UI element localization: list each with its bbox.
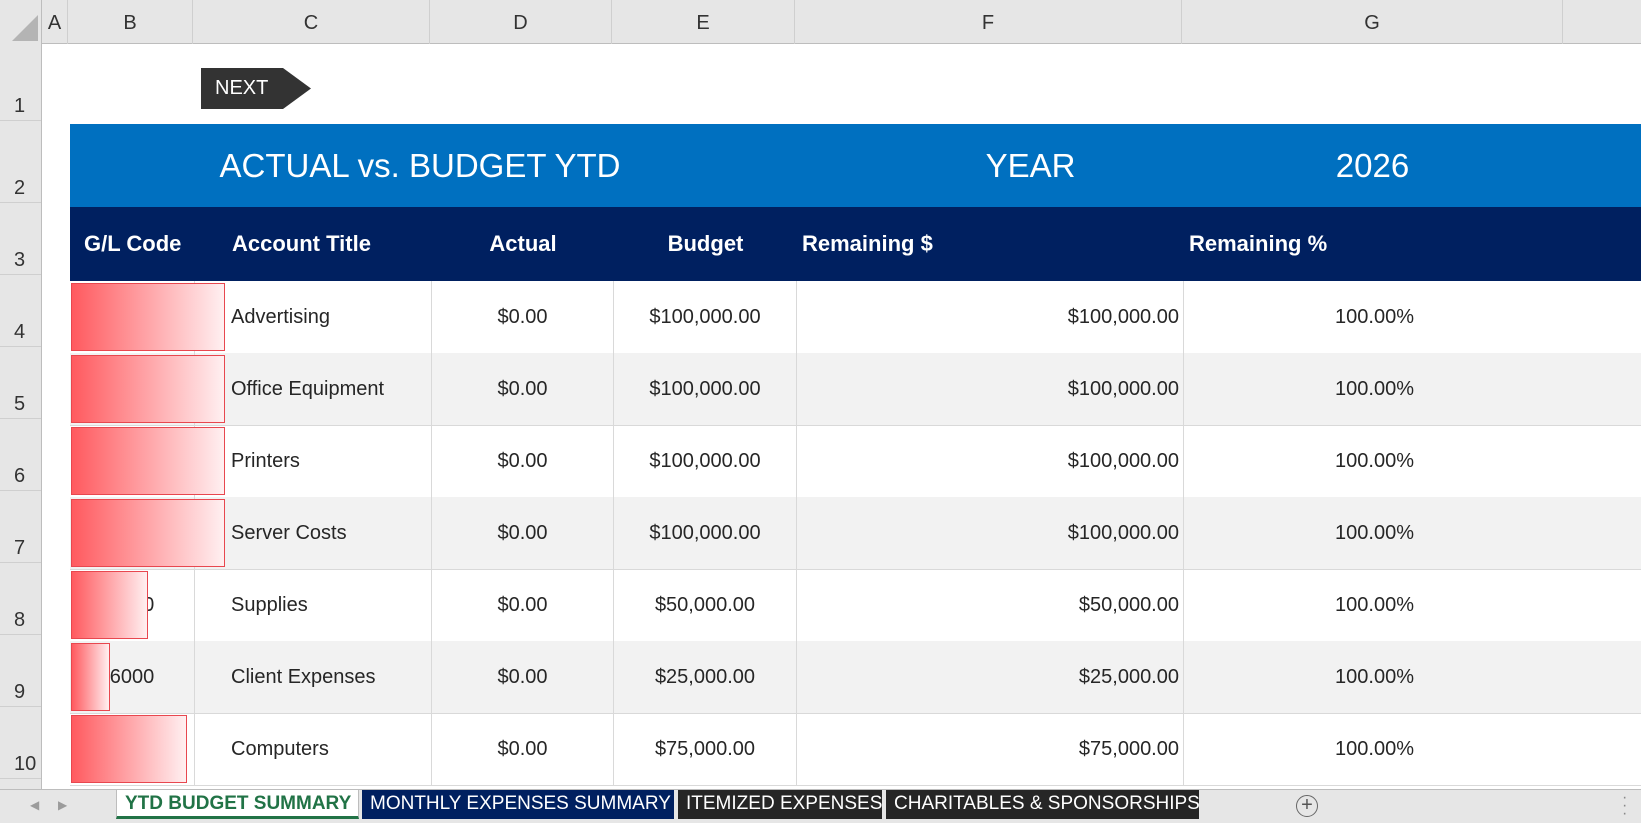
column-header-a[interactable]: A — [42, 0, 68, 44]
remaining-data-bar — [71, 571, 148, 639]
header-remaining-dollars: Remaining $ — [802, 231, 933, 256]
cell-budget[interactable]: $25,000.00 — [614, 641, 797, 714]
cell-actual[interactable]: $0.00 — [432, 425, 614, 498]
report-title: ACTUAL vs. BUDGET YTD — [219, 147, 621, 184]
cell-remaining-dollars[interactable]: $100,000.00 — [797, 497, 1184, 570]
table-row: 7000Computers$0.00$75,000.00$75,000.0010… — [70, 713, 1641, 786]
cell-account-title[interactable]: Computers — [195, 713, 432, 786]
cell-account-title[interactable]: Office Equipment — [195, 353, 432, 426]
tab-itemized-expenses[interactable]: ITEMIZED EXPENSES — [678, 790, 882, 819]
plus-circle-icon[interactable]: + — [1296, 795, 1318, 817]
select-all-button[interactable] — [0, 0, 42, 44]
select-all-triangle-icon — [12, 15, 38, 41]
remaining-data-bar — [71, 643, 110, 711]
cell-account-title[interactable]: Advertising — [195, 281, 432, 354]
header-gl-code: G/L Code — [84, 231, 182, 256]
remaining-data-bar — [71, 715, 187, 783]
cell-account-title[interactable]: Supplies — [195, 569, 432, 642]
table-row: 5000Supplies$0.00$50,000.00$50,000.00100… — [70, 569, 1641, 642]
row-header-7[interactable]: 7 — [0, 491, 41, 563]
remaining-data-bar — [71, 427, 225, 495]
row-header-2[interactable]: 2 — [0, 121, 41, 203]
cell-gl-code[interactable]: 6000 — [70, 641, 195, 714]
row-header-5[interactable]: 5 — [0, 347, 41, 419]
column-header-c[interactable]: C — [193, 0, 430, 44]
cell-remaining-percent[interactable]: 100.00% — [1335, 378, 1414, 400]
cell-actual[interactable]: $0.00 — [432, 713, 614, 786]
column-header-f[interactable]: F — [795, 0, 1182, 44]
column-header-b[interactable]: B — [68, 0, 193, 44]
cell-actual[interactable]: $0.00 — [432, 641, 614, 714]
header-account-title: Account Title — [232, 231, 371, 256]
cell-remaining-percent[interactable]: 100.00% — [1335, 594, 1414, 616]
remaining-data-bar — [71, 499, 225, 567]
cell-remaining-dollars[interactable]: $100,000.00 — [797, 353, 1184, 426]
chevron-left-icon[interactable]: ◀ — [30, 798, 40, 812]
header-actual: Actual — [489, 231, 557, 256]
table-row: 3000Printers$0.00$100,000.00$100,000.001… — [70, 425, 1641, 498]
header-remaining-percent: Remaining % — [1189, 231, 1328, 256]
row-header-3[interactable]: 3 — [0, 203, 41, 275]
cell-remaining-dollars[interactable]: $75,000.00 — [797, 713, 1184, 786]
cell-remaining-dollars[interactable]: $50,000.00 — [797, 569, 1184, 642]
row-header-bar: 1 2 3 4 5 6 7 8 9 10 — [0, 44, 42, 789]
row-header-9[interactable]: 9 — [0, 635, 41, 707]
table-row: 2000Office Equipment$0.00$100,000.00$100… — [70, 353, 1641, 426]
cell-remaining-percent[interactable]: 100.00% — [1335, 666, 1414, 688]
column-header-d[interactable]: D — [430, 0, 612, 44]
tab-charitables-sponsorships[interactable]: CHARITABLES & SPONSORSHIPS — [886, 790, 1200, 819]
title-band: ACTUAL vs. BUDGET YTD YEAR 2026 — [70, 124, 1641, 207]
cell-budget[interactable]: $100,000.00 — [614, 497, 797, 570]
tab-monthly-expenses-summary[interactable]: MONTHLY EXPENSES SUMMARY — [362, 790, 674, 819]
cell-actual[interactable]: $0.00 — [432, 569, 614, 642]
next-button[interactable]: NEXT — [201, 68, 311, 109]
row-header-1[interactable]: 1 — [0, 44, 41, 121]
cell-remaining-dollars[interactable]: $100,000.00 — [797, 425, 1184, 498]
sheet-tab-bar: ◀ ▶ YTD BUDGET SUMMARY MONTHLY EXPENSES … — [0, 789, 1641, 823]
column-header-bar: A B C D E F G — [0, 0, 1641, 44]
cell-actual[interactable]: $0.00 — [432, 281, 614, 354]
table-row: 6000 Client Expenses $0.00 $25,000.00 $25,00… — [70, 641, 1641, 714]
tab-ytd-budget-summary[interactable]: YTD BUDGET SUMMARY — [116, 790, 359, 819]
year-value[interactable]: 2026 — [1335, 147, 1410, 184]
table-header-row: G/L Code Account Title Actual Budget Rem… — [70, 207, 1641, 281]
cell-budget[interactable]: $100,000.00 — [614, 425, 797, 498]
cell-account-title[interactable]: Server Costs — [195, 497, 432, 570]
header-budget: Budget — [667, 231, 744, 256]
table-row: 1000Advertising$0.00$100,000.00$100,000.… — [70, 281, 1641, 354]
chevron-right-icon[interactable]: ▶ — [58, 798, 68, 812]
row-header-6[interactable]: 6 — [0, 419, 41, 491]
column-header-e[interactable]: E — [612, 0, 795, 44]
cell-budget[interactable]: $75,000.00 — [614, 713, 797, 786]
cell-account-title[interactable]: Printers — [195, 425, 432, 498]
cell-remaining-percent[interactable]: 100.00% — [1335, 522, 1414, 544]
cell-actual[interactable]: $0.00 — [432, 497, 614, 570]
cell-account-title[interactable]: Client Expenses — [195, 641, 432, 714]
cell-remaining-percent[interactable]: 100.00% — [1335, 450, 1414, 472]
sheet-grid: NEXT ACTUAL vs. BUDGET YTD YEAR 2026 G/L… — [42, 44, 1641, 789]
cell-budget[interactable]: $100,000.00 — [614, 353, 797, 426]
row-header-10[interactable]: 10 — [0, 707, 41, 779]
cell-remaining-percent[interactable]: 100.00% — [1335, 738, 1414, 760]
remaining-data-bar — [71, 355, 225, 423]
cell-budget[interactable]: $100,000.00 — [614, 281, 797, 354]
row-header-4[interactable]: 4 — [0, 275, 41, 347]
year-label: YEAR — [985, 147, 1076, 184]
table-row: 4000Server Costs$0.00$100,000.00$100,000… — [70, 497, 1641, 570]
vertical-dots-icon[interactable]: · · · — [1622, 789, 1628, 822]
cell-remaining-percent[interactable]: 100.00% — [1335, 306, 1414, 328]
cell-remaining-dollars[interactable]: $100,000.00 — [797, 281, 1184, 354]
remaining-data-bar — [71, 283, 225, 351]
cell-budget[interactable]: $50,000.00 — [614, 569, 797, 642]
column-header-g[interactable]: G — [1182, 0, 1563, 44]
cell-remaining-dollars[interactable]: $25,000.00 — [797, 641, 1184, 714]
cell-actual[interactable]: $0.00 — [432, 353, 614, 426]
row-header-8[interactable]: 8 — [0, 563, 41, 635]
